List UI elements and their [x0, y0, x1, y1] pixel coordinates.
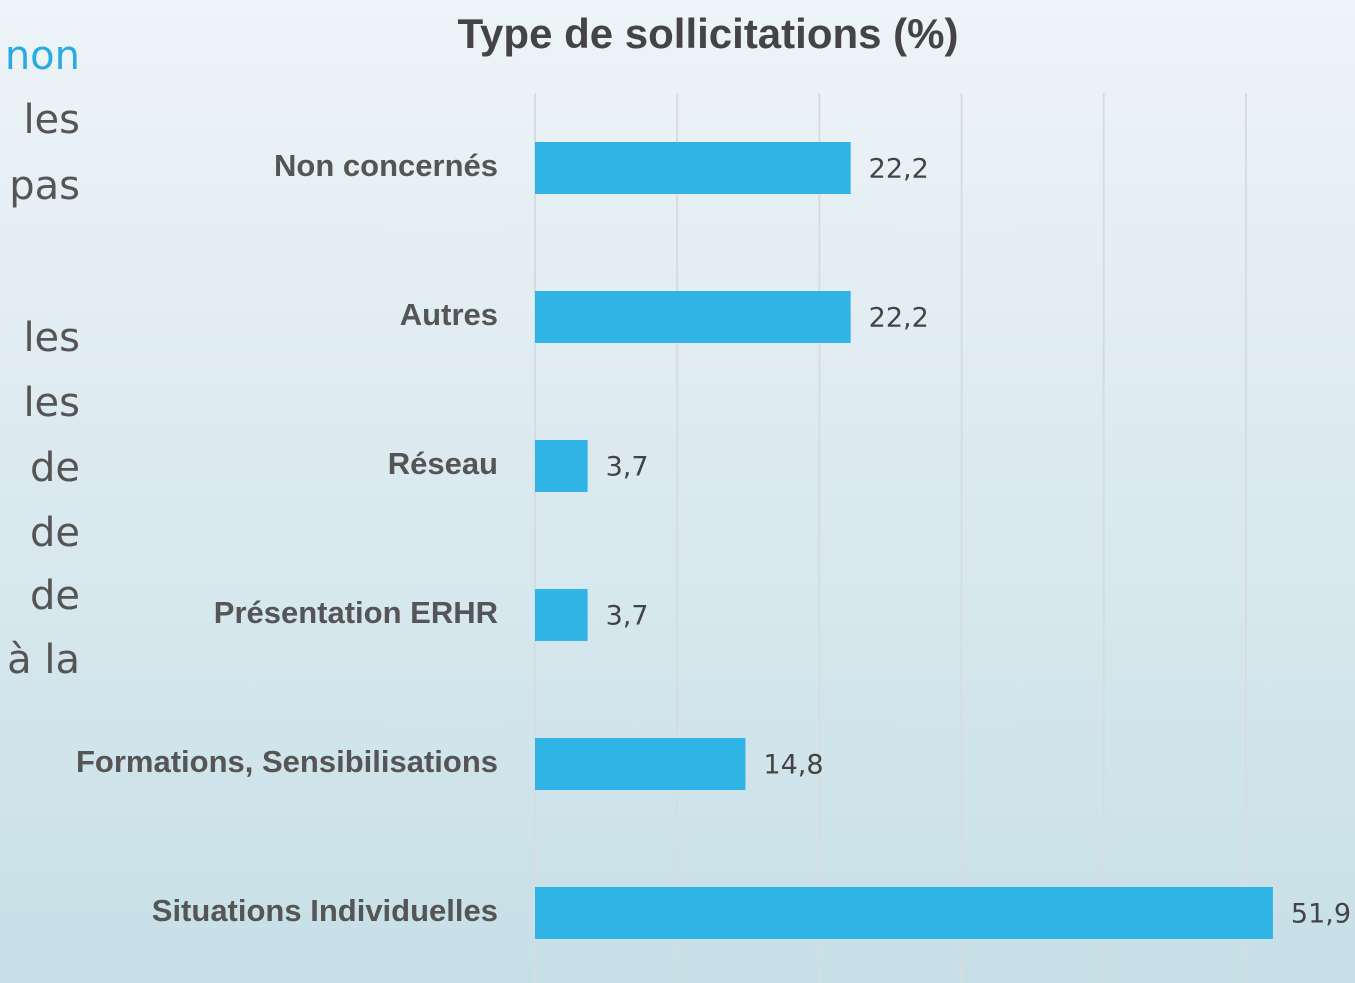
bar [535, 440, 588, 492]
category-label: Présentation ERHR [214, 595, 498, 630]
bar [535, 142, 851, 194]
category-label: Situations Individuelles [152, 893, 498, 928]
side-text: non [5, 33, 80, 79]
value-label: 51,9 [1291, 899, 1351, 930]
category-label: Réseau [388, 446, 498, 481]
bar [535, 887, 1273, 939]
category-label: Formations, Sensibilisations [76, 744, 498, 779]
side-text: les [23, 315, 80, 361]
value-label: 3,7 [606, 452, 649, 483]
side-text: les [23, 380, 80, 426]
side-text: les [23, 97, 80, 143]
side-text: pas [9, 163, 80, 209]
bar [535, 738, 746, 790]
category-label: Non concernés [274, 148, 498, 183]
value-label: 3,7 [606, 601, 649, 632]
chart-title: Type de sollicitations (%) [458, 10, 959, 57]
side-text: de [30, 445, 80, 491]
bar [535, 589, 588, 641]
bar [535, 291, 851, 343]
side-text: de [30, 573, 80, 619]
category-label: Autres [400, 297, 498, 332]
side-text: à la [7, 637, 80, 683]
value-label: 22,2 [869, 303, 929, 334]
value-label: 14,8 [763, 750, 823, 781]
value-label: 22,2 [869, 154, 929, 185]
side-text: de [30, 510, 80, 556]
